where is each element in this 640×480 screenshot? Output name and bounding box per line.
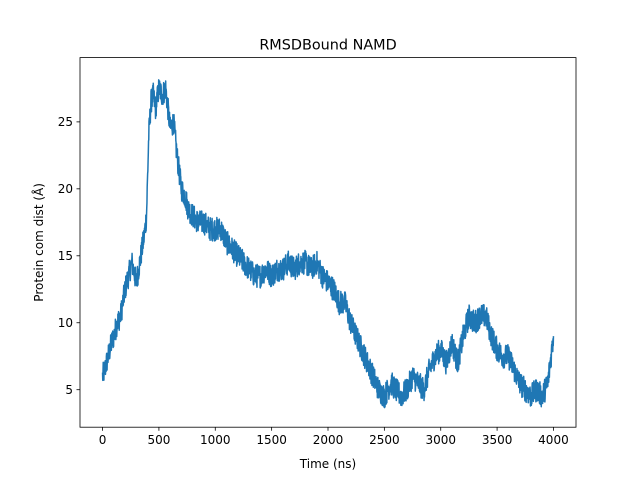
x-tick-label: 4000 [538,433,569,447]
x-tick-label: 1500 [256,433,287,447]
y-axis-title: Protein com dist (Å) [31,183,46,302]
y-tick-label: 10 [58,316,73,330]
plot-frame [79,57,577,428]
x-axis-ticks: 0 500 1000 1500 2000 2500 3000 3500 4000 [99,427,569,447]
x-tick-label: 1000 [200,433,231,447]
y-tick-label: 20 [58,182,73,196]
y-tick-label: 25 [58,115,73,129]
y-axis-ticks: 5 10 15 20 25 [58,115,80,397]
x-tick-label: 0 [99,433,107,447]
series-line [101,79,555,409]
y-tick-label: 5 [65,383,73,397]
x-tick-label: 500 [147,433,170,447]
y-tick-label: 15 [58,249,73,263]
x-tick-label: 3500 [482,433,513,447]
x-axis-title: Time (ns) [299,457,356,471]
x-tick-label: 2500 [369,433,400,447]
plot-area [80,57,576,428]
x-tick-label: 3000 [425,433,456,447]
series-layer [101,79,555,409]
x-tick-label: 2000 [313,433,344,447]
chart-title: RMSDBound NAMD [259,38,396,54]
